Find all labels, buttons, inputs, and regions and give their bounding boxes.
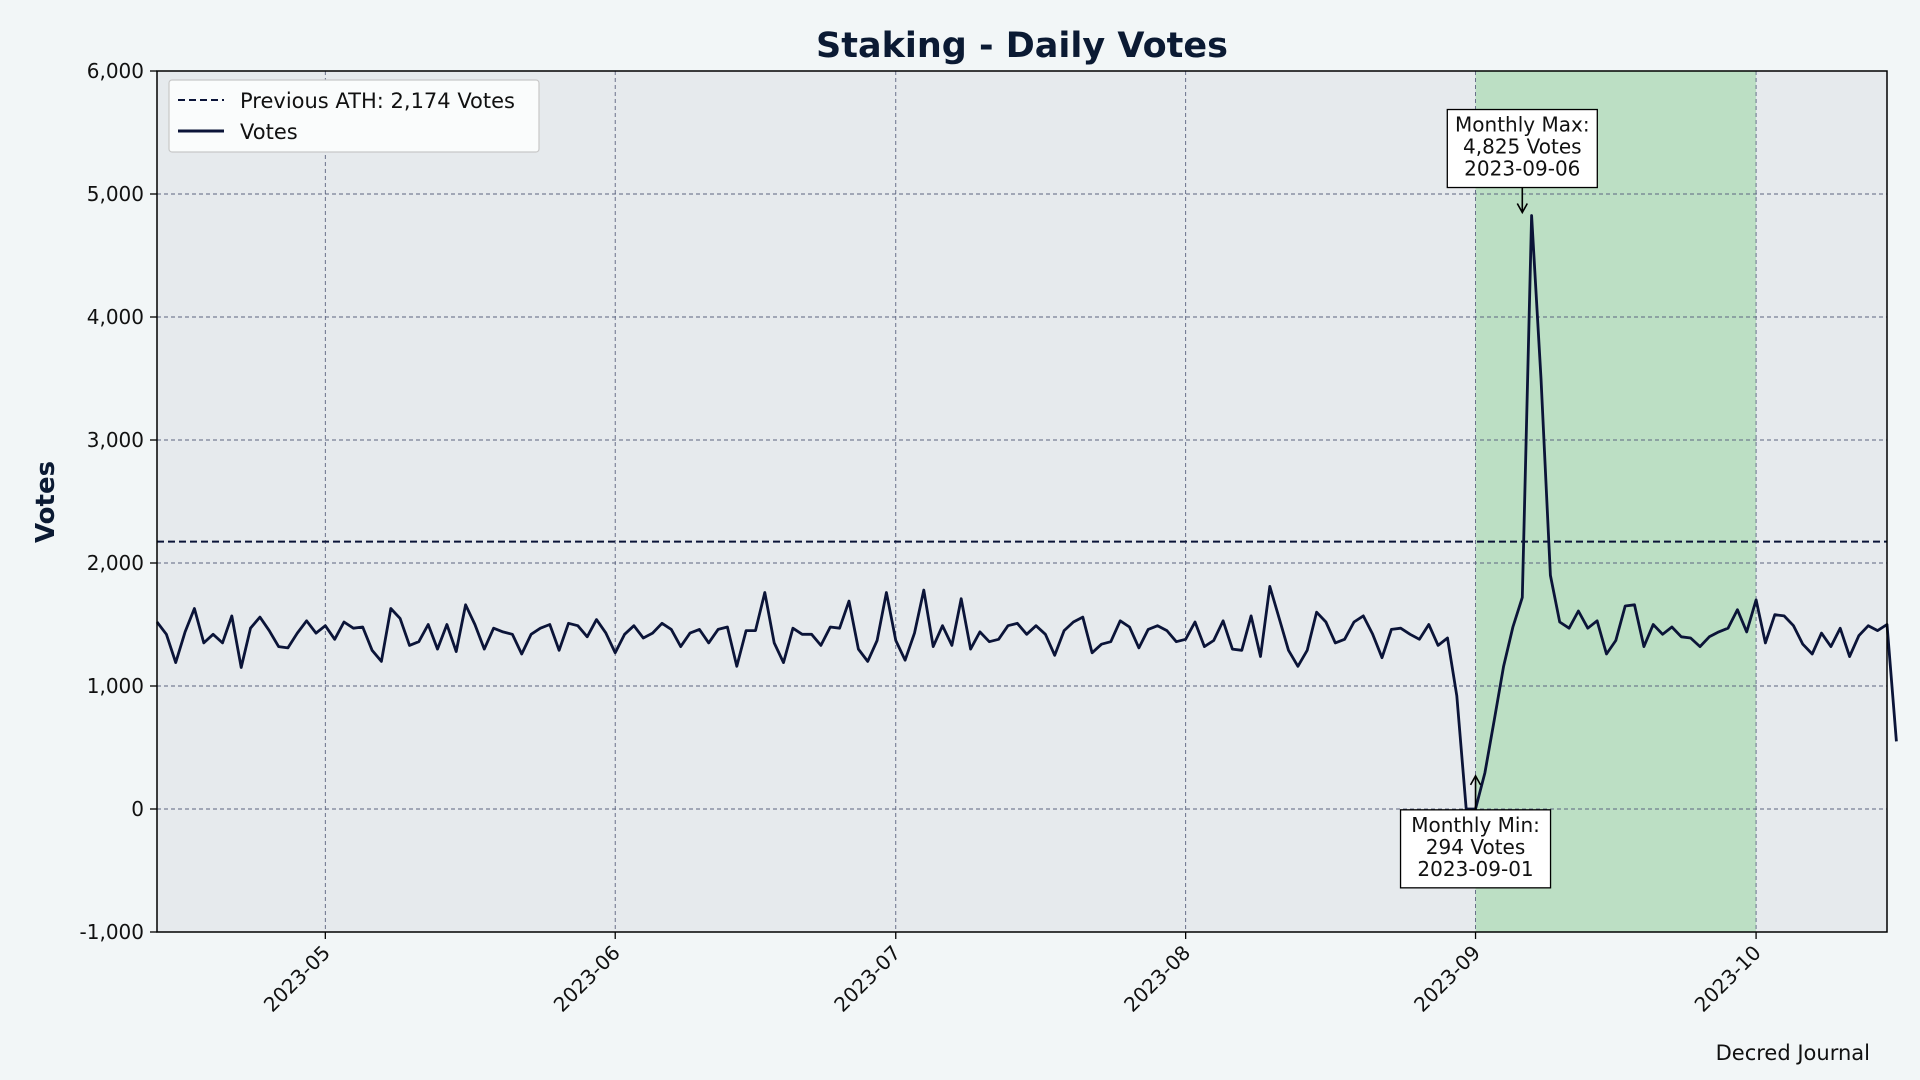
- y-axis: -1,000 0 1,000 2,000 3,000 4,000 5,000 6,000: [80, 59, 157, 944]
- annotation-text: 2023-09-01: [1417, 857, 1533, 881]
- annotation-text: Monthly Min:: [1411, 813, 1540, 837]
- y-tick-label: 5,000: [87, 182, 144, 206]
- y-tick-label: 1,000: [87, 674, 144, 698]
- legend: Previous ATH: 2,174 Votes Votes: [168, 79, 540, 153]
- annotation-arrow-head: [1469, 774, 1482, 786]
- y-tick-label: 3,000: [87, 428, 144, 452]
- annotation-text: 294 Votes: [1426, 835, 1525, 859]
- annotation-text: Monthly Max:: [1455, 113, 1590, 137]
- x-tick-label: 2023-10: [1690, 941, 1766, 1017]
- y-axis-label: Votes: [31, 461, 61, 543]
- annotation-arrow-head: [1516, 203, 1528, 215]
- highlight-range: [1475, 71, 1757, 932]
- x-axis: 2023-05 2023-06 2023-07 2023-08 2023-09 2023-…: [259, 932, 1766, 1017]
- series-line-votes: [155, 214, 1898, 811]
- y-tick-label: 6,000: [87, 59, 144, 83]
- annotation-box-max: [1446, 108, 1598, 189]
- x-tick-label: 2023-06: [549, 941, 625, 1017]
- y-tick-label: -1,000: [80, 920, 144, 944]
- annotation-text: 4,825 Votes: [1463, 135, 1582, 159]
- x-tick-label: 2023-07: [829, 941, 905, 1017]
- y-tick-label: 4,000: [87, 305, 144, 329]
- x-tick-label: 2023-05: [259, 941, 335, 1017]
- source-label: Decred Journal: [1715, 1041, 1870, 1065]
- y-tick-label: 2,000: [87, 551, 144, 575]
- x-tick-label: 2023-09: [1409, 941, 1485, 1017]
- legend-box: [168, 79, 540, 153]
- legend-label-reference: Previous ATH: 2,174 Votes: [240, 89, 515, 113]
- annotation-box-min: [1399, 809, 1552, 889]
- annotation-text: 2023-09-06: [1464, 157, 1580, 181]
- grid: [157, 71, 1887, 932]
- plot-frame: [156, 70, 1888, 933]
- x-tick-label: 2023-08: [1119, 941, 1195, 1017]
- y-tick-label: 0: [131, 797, 144, 821]
- chart-title: Staking - Daily Votes: [816, 26, 1228, 66]
- legend-label-votes: Votes: [240, 120, 298, 144]
